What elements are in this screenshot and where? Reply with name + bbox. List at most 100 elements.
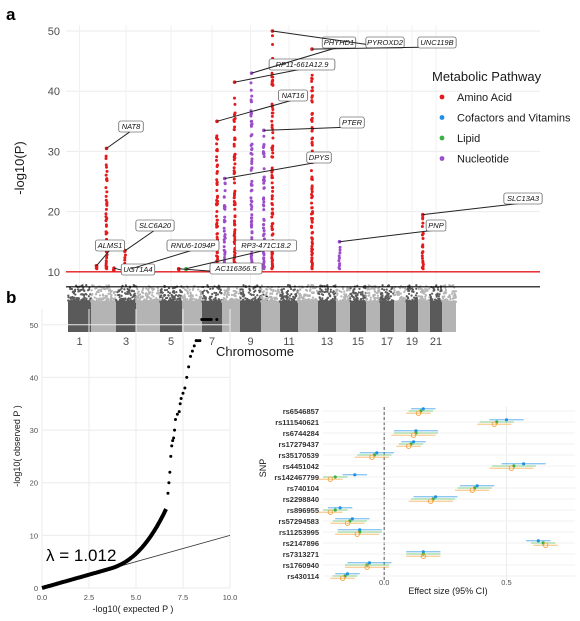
snp-point [144,300,147,303]
snp-point [169,300,172,303]
locus-point [270,203,274,207]
gene-label: UGT1A4 [120,263,156,276]
gene-label: RP3-471C18.2 [235,239,297,252]
effect-point-blue [358,528,362,532]
locus-point [338,248,342,252]
snp-point [452,294,455,297]
snp-point [286,284,290,287]
locus-point [310,201,314,205]
chromosome-band [91,300,116,332]
snp-point [152,287,155,291]
qq-y-tick-label: 30 [30,426,38,435]
snp-point [294,295,297,298]
snp-point [242,292,245,295]
snp-point [278,291,281,294]
snp-point [236,298,240,302]
snp-point [271,290,275,293]
snp-point [281,290,284,293]
locus-point [309,169,313,173]
gene-label: PYROXD2 [365,36,405,49]
snp-point [69,287,72,291]
snp-point [91,292,94,296]
locus-point [104,186,108,190]
locus-point [262,256,266,260]
locus-point [250,152,254,156]
locus-point [222,195,226,199]
qq-point [198,339,202,343]
snp-point [211,287,214,290]
snp-label: rs35170539 [279,451,319,460]
snp-point [292,295,295,298]
snp-point [395,291,399,294]
snp-point [214,300,218,303]
snp-point [288,294,292,297]
snp-point [186,298,189,301]
snp-point [347,294,351,297]
snp-point [407,292,411,295]
snp-point [93,296,96,299]
snp-point [83,296,86,299]
snp-point [246,298,250,301]
snp-point [381,287,384,291]
snp-point [423,292,426,295]
snp-point [99,289,103,293]
snp-point [230,293,234,297]
snp-point [441,299,444,302]
snp-point [171,300,174,303]
locus-point [249,203,253,207]
chromosome-band [350,300,366,332]
locus-point [309,118,313,122]
snp-point [129,292,132,295]
locus-point [262,134,266,138]
locus-point [420,256,424,260]
snp-point [137,290,140,293]
snp-point [421,291,424,295]
locus-point [310,73,314,77]
snp-point [415,296,418,299]
snp-point [310,283,313,287]
snp-point [238,290,242,293]
snp-point [146,300,149,303]
snp-point [228,298,231,302]
gene-label-text: SLC13A3 [507,194,540,203]
snp-point [293,300,296,303]
snp-point [74,300,78,304]
locus-point [271,186,275,190]
snp-point [124,297,127,300]
snp-point [136,300,139,303]
locus-point [222,226,226,230]
locus-point [310,89,314,93]
legend-item-label: Nucleotide [457,154,509,166]
locus-point [270,194,274,198]
snp-point [331,297,334,301]
chromosome-band [298,300,318,332]
snp-point [250,293,253,297]
snp-point [128,290,131,294]
snp-point [73,289,77,293]
locus-point [232,191,236,195]
snp-point [329,290,332,293]
snp-point [382,298,385,301]
snp-point [158,298,161,301]
snp-point [399,292,402,295]
snp-point [117,290,121,293]
snp-point [355,295,358,298]
locus-point [104,173,108,177]
locus-point [222,218,226,222]
snp-point [319,284,323,287]
qq-lambda-label: λ = 1.012 [46,546,116,565]
snp-point [235,290,238,293]
panel-letter-b: b [6,288,16,307]
snp-point [385,288,388,291]
snp-point [341,299,345,303]
locus-point [250,183,254,187]
snp-point [120,287,123,290]
snp-point [335,298,338,302]
snp-point [304,300,307,303]
snp-point [297,292,300,295]
snp-point [97,297,100,300]
locus-point [250,122,254,126]
snp-point [208,297,211,300]
snp-point [306,289,309,292]
snp-point [446,300,449,303]
